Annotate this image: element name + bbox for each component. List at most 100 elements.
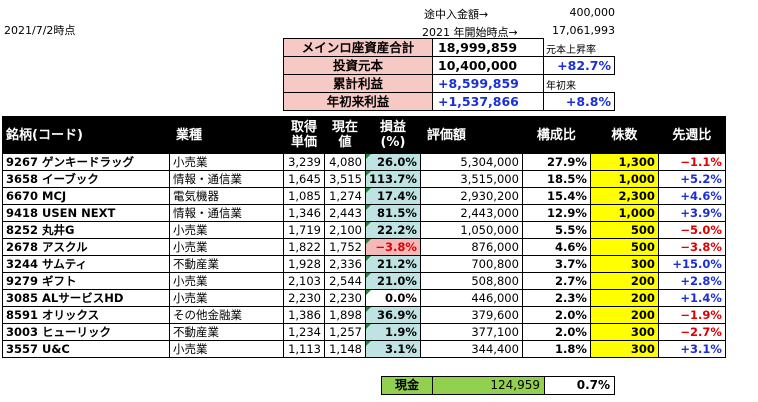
profit-loss-pct: 21.2% [365,255,421,273]
cost-price: 3,239 [283,153,325,171]
cost-price: 1,719 [283,221,325,239]
stock-name: 2678 アスクル [2,238,170,256]
weekly-change: +3.1% [657,340,726,358]
sector: 小売業 [169,340,284,358]
share-count: 200 [589,306,659,324]
share-count: 1,000 [589,204,659,222]
header-shares: 株数 [589,116,659,154]
market-value: 2,930,200 [419,187,523,205]
current-price: 1,257 [324,323,366,341]
cost-price: 1,234 [283,323,325,341]
table-row: 9279 ギフト 小売業 2,103 2,544 21.0% 508,800 2.7% 200… [2,272,726,290]
market-value: 446,000 [419,289,523,307]
cost-price: 1,928 [283,255,325,273]
table-row: 3658 イーブック 情報・通信業 1,645 3,515 113.7% 3,515,00… [2,170,726,188]
table-row: 2678 アスクル 小売業 1,822 1,752 −3.8% 876,000 4.6% 50… [2,238,726,256]
stock-name: 3244 サムティ [2,255,170,273]
sector: 小売業 [169,272,284,290]
cost-price: 1,085 [283,187,325,205]
cost-price: 1,645 [283,170,325,188]
profit-loss-pct: −3.8% [365,238,421,256]
weekly-change: +2.8% [657,272,726,290]
stock-name: 9418 USEN NEXT [2,204,170,222]
header-sector: 業種 [169,116,284,154]
composition-ratio: 2.3% [521,289,591,307]
table-row: 8252 丸井G 小売業 1,719 2,100 22.2% 1,050,000 5.5% 5… [2,221,726,239]
composition-ratio: 1.8% [521,340,591,358]
composition-ratio: 27.9% [521,153,591,171]
current-price: 1,148 [324,340,366,358]
cost-price: 2,230 [283,289,325,307]
current-price: 4,080 [324,153,366,171]
composition-ratio: 2.0% [521,306,591,324]
current-price: 2,230 [324,289,366,307]
composition-ratio: 2.7% [521,272,591,290]
share-count: 300 [589,340,659,358]
market-value: 3,515,000 [419,170,523,188]
sector: 不動産業 [169,255,284,273]
year-start-label: 2021 年開始時点→ [422,26,518,39]
share-count: 300 [589,323,659,341]
table-row: 9267 ゲンキードラッグ 小売業 3,239 4,080 26.0% 5,304,000… [2,153,726,171]
header-ratio: 構成比 [521,116,591,154]
table-row: 8591 オリックス その他金融業 1,386 1,898 36.9% 379,600 2.… [2,306,726,324]
cost-price: 1,346 [283,204,325,222]
stock-name: 3003 ヒューリック [2,323,170,341]
profit-loss-pct: 26.0% [365,153,421,171]
stock-name: 3658 イーブック [2,170,170,188]
current-price: 3,515 [324,170,366,188]
total-assets-value: 18,999,859 [432,38,544,57]
stock-name: 3557 U&C [2,340,170,358]
weekly-change: −1.1% [657,153,726,171]
holdings-table: 銘柄(コード) 業種 取得単価 現在値 損益(%) 評価額 構成比 株数 先週比… [2,116,726,358]
cumulative-profit-value: +8,599,859 [432,74,544,93]
cash-ratio: 0.7% [544,376,615,395]
weekly-change: +15.0% [657,255,726,273]
current-price: 1,752 [324,238,366,256]
share-count: 200 [589,272,659,290]
principal-label: 投資元本 [283,56,433,75]
market-value: 508,800 [419,272,523,290]
table-row: 6670 MCJ 電気機器 1,085 1,274 17.4% 2,930,200 15.4… [2,187,726,205]
header-bench: 先週比 [657,116,726,154]
header-name: 銘柄(コード) [2,116,170,154]
header-price: 現在値 [324,116,366,154]
profit-loss-pct: 21.0% [365,272,421,290]
profit-loss-pct: 113.7% [365,170,421,188]
weekly-change: +4.6% [657,187,726,205]
weekly-change: +5.2% [657,170,726,188]
header-cost: 取得単価 [283,116,325,154]
cost-price: 1,386 [283,306,325,324]
sector: その他金融業 [169,306,284,324]
composition-ratio: 18.5% [521,170,591,188]
sector: 情報・通信業 [169,204,284,222]
profit-loss-pct: 36.9% [365,306,421,324]
cost-price: 1,822 [283,238,325,256]
current-price: 2,100 [324,221,366,239]
market-value: 2,443,000 [419,204,523,222]
date-label: 2021/7/2時点 [4,24,76,37]
market-value: 377,100 [419,323,523,341]
growth-rate-label: 元本上昇率 [546,45,596,56]
deposit-value: 400,000 [569,6,616,19]
ytd-profit-label: 年初来利益 [283,92,433,111]
table-row: 3557 U&C 小売業 1,113 1,148 3.1% 344,400 1.8% 300 +… [2,340,726,358]
year-start-value: 17,061,993 [552,24,615,37]
share-count: 300 [589,255,659,273]
ytd-rate-label: 年初来 [546,81,576,92]
market-value: 1,050,000 [419,221,523,239]
current-price: 2,443 [324,204,366,222]
share-count: 500 [589,221,659,239]
sector: 情報・通信業 [169,170,284,188]
weekly-change: +1.4% [657,289,726,307]
cash-label: 現金 [381,376,433,395]
composition-ratio: 4.6% [521,238,591,256]
profit-loss-pct: 17.4% [365,187,421,205]
share-count: 1,300 [589,153,659,171]
share-count: 2,300 [589,187,659,205]
header-pl: 損益(%) [365,116,421,154]
cost-price: 1,113 [283,340,325,358]
stock-name: 9279 ギフト [2,272,170,290]
market-value: 5,304,000 [419,153,523,171]
weekly-change: −2.7% [657,323,726,341]
